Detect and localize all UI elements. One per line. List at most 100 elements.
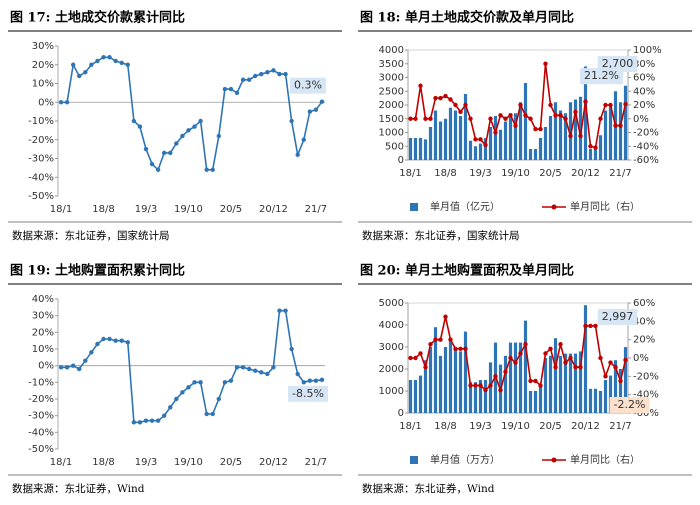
bar	[533, 149, 538, 160]
x-tick-label: 20/5	[220, 457, 242, 468]
bar	[588, 149, 593, 160]
marker	[143, 146, 149, 152]
marker	[155, 418, 161, 423]
marker	[216, 396, 222, 402]
y2-tick-label: 60%	[633, 298, 655, 309]
marker	[613, 364, 618, 370]
bar	[593, 388, 598, 413]
marker	[319, 99, 325, 104]
marker	[608, 102, 613, 108]
marker	[192, 380, 197, 385]
marker	[503, 369, 508, 374]
marker	[161, 413, 167, 418]
x-tick-label: 20/5	[220, 204, 242, 215]
bar	[418, 375, 423, 413]
data-label-box	[288, 385, 328, 402]
marker	[603, 102, 608, 108]
y-tick-label: 3500	[379, 59, 404, 70]
marker	[528, 116, 533, 121]
x-tick-label: 18/1	[50, 457, 72, 468]
marker	[598, 355, 603, 361]
bar	[468, 382, 473, 413]
marker	[149, 161, 155, 167]
data-label-box	[597, 56, 638, 72]
data-label: 0.3%	[294, 79, 322, 92]
marker	[508, 355, 513, 361]
bar	[623, 85, 628, 160]
y-tick-label: 0%	[38, 97, 54, 108]
marker	[623, 101, 628, 107]
bar	[558, 110, 563, 160]
y-tick-label: -50%	[28, 191, 54, 202]
source: 数据来源：东北证券，国家统计局	[362, 229, 520, 242]
bar	[528, 149, 533, 160]
marker	[558, 113, 563, 118]
marker	[83, 70, 88, 75]
marker	[204, 167, 209, 172]
bar	[478, 380, 483, 413]
marker	[107, 55, 112, 60]
marker	[77, 73, 82, 79]
bar	[488, 362, 493, 413]
marker	[210, 167, 215, 172]
bar	[448, 107, 453, 160]
marker	[283, 308, 288, 313]
bar	[513, 342, 518, 413]
bar	[433, 327, 438, 413]
y2-tick-label: 100%	[633, 45, 662, 56]
marker	[473, 383, 478, 388]
marker	[186, 128, 191, 133]
marker	[518, 102, 523, 108]
marker	[523, 113, 528, 118]
y-tick-label: -40%	[28, 172, 54, 183]
y-tick-label: -40%	[28, 427, 54, 438]
marker	[423, 364, 428, 370]
bar	[553, 338, 558, 413]
bar	[468, 140, 473, 160]
y-tick-label: 4000	[379, 45, 404, 56]
y-tick-label: 10%	[32, 79, 54, 90]
line	[61, 309, 323, 424]
marker	[483, 142, 488, 148]
y-tick-label: 30%	[32, 311, 54, 322]
marker	[588, 144, 593, 149]
marker	[253, 73, 258, 79]
marker	[89, 62, 94, 67]
bar	[413, 380, 418, 413]
marker	[538, 383, 543, 388]
marker	[95, 341, 100, 347]
marker	[64, 365, 70, 370]
x-tick-label: 20/12	[571, 168, 600, 179]
marker	[246, 366, 252, 372]
x-tick-label: 18/8	[92, 457, 114, 468]
marker	[508, 113, 513, 118]
bar	[568, 353, 573, 413]
bar	[518, 102, 523, 160]
marker	[155, 167, 161, 172]
x-tick-label: 19/10	[174, 457, 203, 468]
marker	[113, 58, 118, 64]
marker	[64, 100, 70, 105]
marker	[553, 364, 558, 370]
marker	[295, 152, 300, 157]
data-label: -2.2%	[614, 398, 646, 411]
y2-tick-label: 40%	[633, 316, 655, 327]
y2-tick-label: -60%	[633, 408, 659, 419]
marker	[453, 346, 458, 352]
y2-tick-label: 0%	[633, 114, 649, 125]
x-tick-label: 21/7	[609, 421, 631, 432]
marker	[301, 137, 306, 142]
marker	[70, 363, 76, 368]
marker	[493, 130, 498, 135]
marker	[408, 116, 413, 121]
bar	[573, 353, 578, 413]
marker	[563, 360, 568, 365]
marker	[618, 123, 623, 128]
marker	[548, 102, 553, 108]
marker	[488, 116, 493, 121]
chart-title: 图 19: 土地购置面积累计同比	[10, 263, 185, 279]
bar	[608, 375, 613, 413]
marker	[198, 118, 203, 124]
bar	[438, 355, 443, 413]
